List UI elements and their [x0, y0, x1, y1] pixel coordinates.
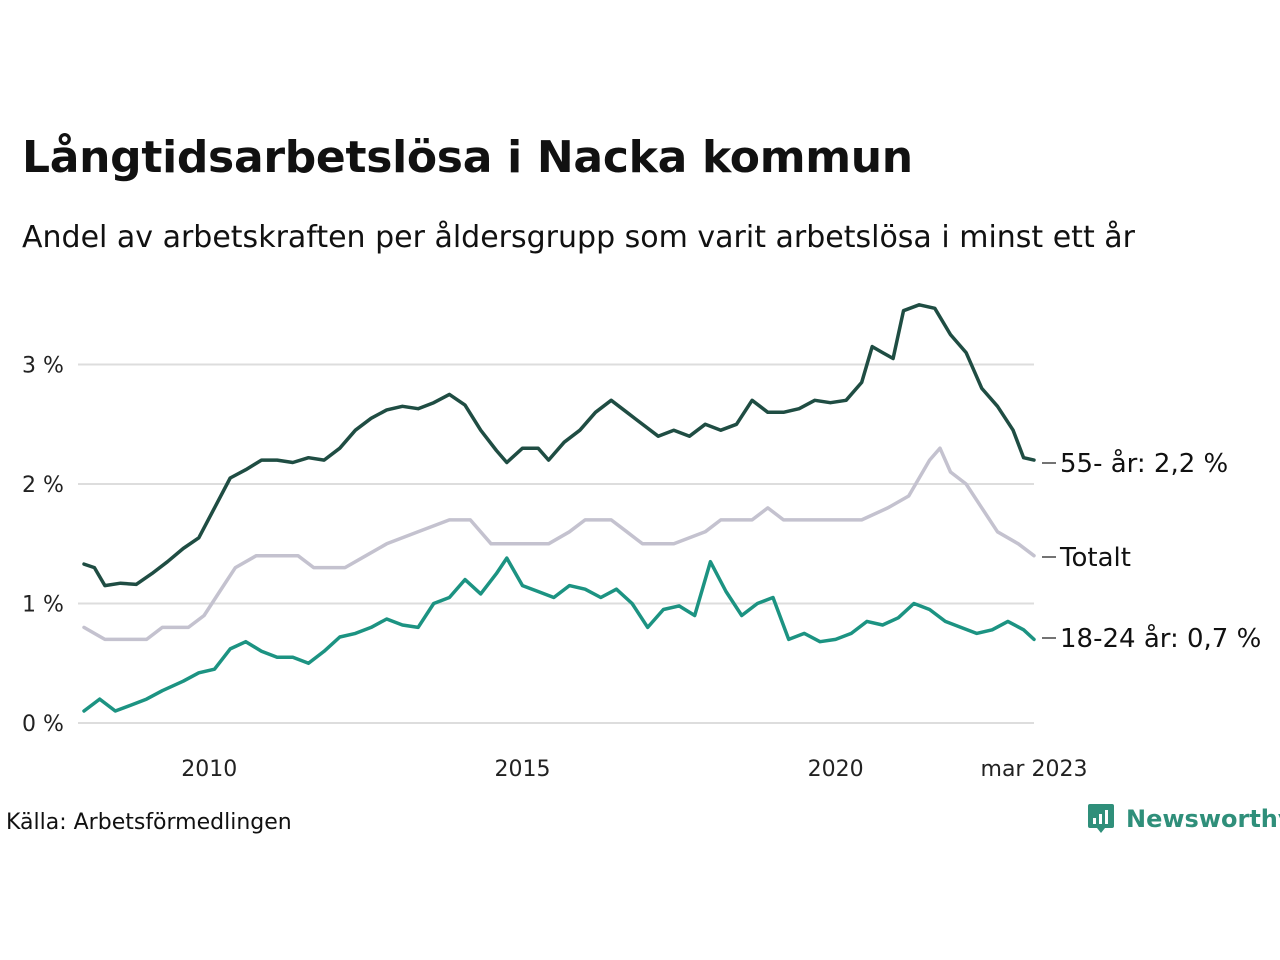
gridlines [78, 363, 1034, 724]
y-tick-label: 0 % [22, 712, 64, 737]
x-tick-label: 2010 [181, 757, 237, 782]
y-tick-label: 1 % [22, 593, 64, 618]
y-tick-label: 3 % [22, 354, 64, 379]
source-note: Källa: Arbetsförmedlingen [6, 810, 292, 835]
chart-title: Långtidsarbetslösa i Nacka kommun [22, 132, 913, 183]
x-tick-label: mar 2023 [981, 757, 1088, 782]
chart-subtitle: Andel av arbetskraften per åldersgrupp s… [22, 220, 1135, 255]
series-line-young [82, 556, 1036, 713]
y-tick-label: 2 % [22, 473, 64, 498]
bar-chart-speech-bubble-icon [1088, 804, 1114, 833]
y-axis-ticks: 0 % 1 % 2 % 3 % [22, 354, 64, 738]
series-end-labels: 55- år: 2,2 % Totalt 18-24 år: 0,7 % [1042, 448, 1261, 654]
series-lines [82, 303, 1036, 713]
x-axis-ticks: 2010 2015 2020 mar 2023 [181, 757, 1087, 782]
x-tick-label: 2020 [808, 757, 864, 782]
series-end-label-total: Totalt [1059, 543, 1131, 573]
series-line-total [82, 446, 1036, 642]
x-tick-label: 2015 [494, 757, 550, 782]
series-line-older [82, 303, 1036, 588]
brand-logo[interactable]: Newsworthy [1088, 804, 1280, 834]
brand-name: Newsworthy [1126, 805, 1280, 833]
series-end-label-older: 55- år: 2,2 % [1060, 448, 1228, 479]
series-end-label-young: 18-24 år: 0,7 % [1060, 623, 1261, 654]
